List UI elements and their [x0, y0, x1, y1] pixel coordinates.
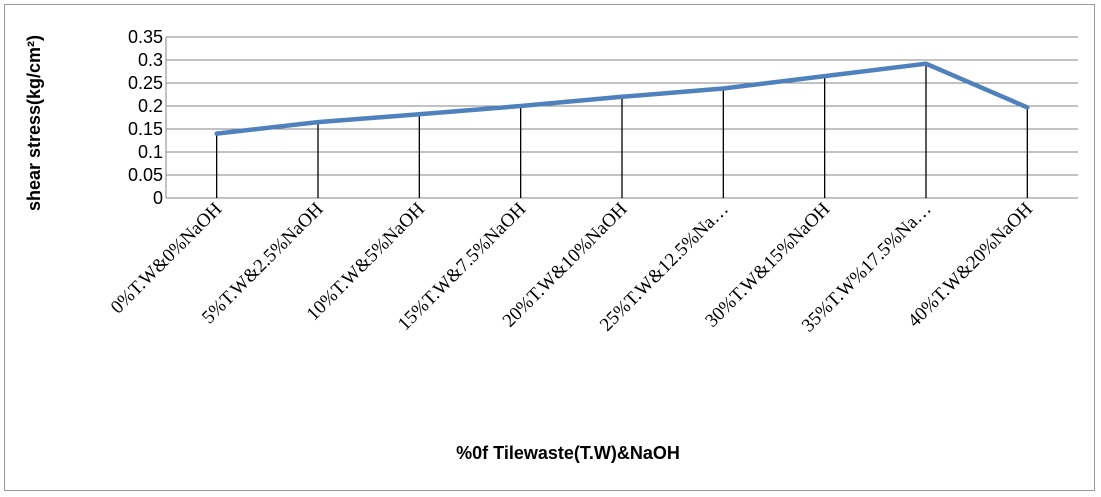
data-point: [620, 95, 624, 99]
data-point: [823, 74, 827, 78]
y-axis-title: shear stress(kg/cm²): [24, 35, 44, 211]
y-tick-label: 0.15: [128, 119, 163, 139]
y-tick-label: 0.05: [128, 165, 163, 185]
y-tick-label: 0.25: [128, 73, 163, 93]
data-point: [1025, 105, 1029, 109]
data-point: [417, 112, 421, 116]
data-point: [924, 62, 928, 66]
data-point: [519, 104, 523, 108]
x-category-label: 0%T.W&0%NaOH: [107, 198, 227, 318]
drop-lines-layer: [216, 63, 1028, 198]
y-axis-tick-labels: 0 0.05 0.1 0.15 0.2 0.25 0.3 0.35: [128, 27, 163, 208]
series-layer: [214, 61, 1030, 136]
x-axis-title: %0f Tilewaste(T.W)&NaOH: [456, 443, 680, 463]
y-tick-label: 0.2: [138, 96, 163, 116]
y-tick-label: 0.35: [128, 27, 163, 47]
x-axis-category-labels: 0%T.W&0%NaOH5%T.W&2.5%NaOH10%T.W&5%NaOH1…: [107, 198, 1037, 336]
y-tick-label: 0.1: [138, 142, 163, 162]
chart-frame: [4, 4, 1095, 491]
y-tick-label: 0.3: [138, 50, 163, 70]
data-point: [721, 87, 725, 91]
y-tick-label: 0: [153, 188, 163, 208]
data-point: [215, 132, 219, 136]
data-point: [316, 120, 320, 124]
